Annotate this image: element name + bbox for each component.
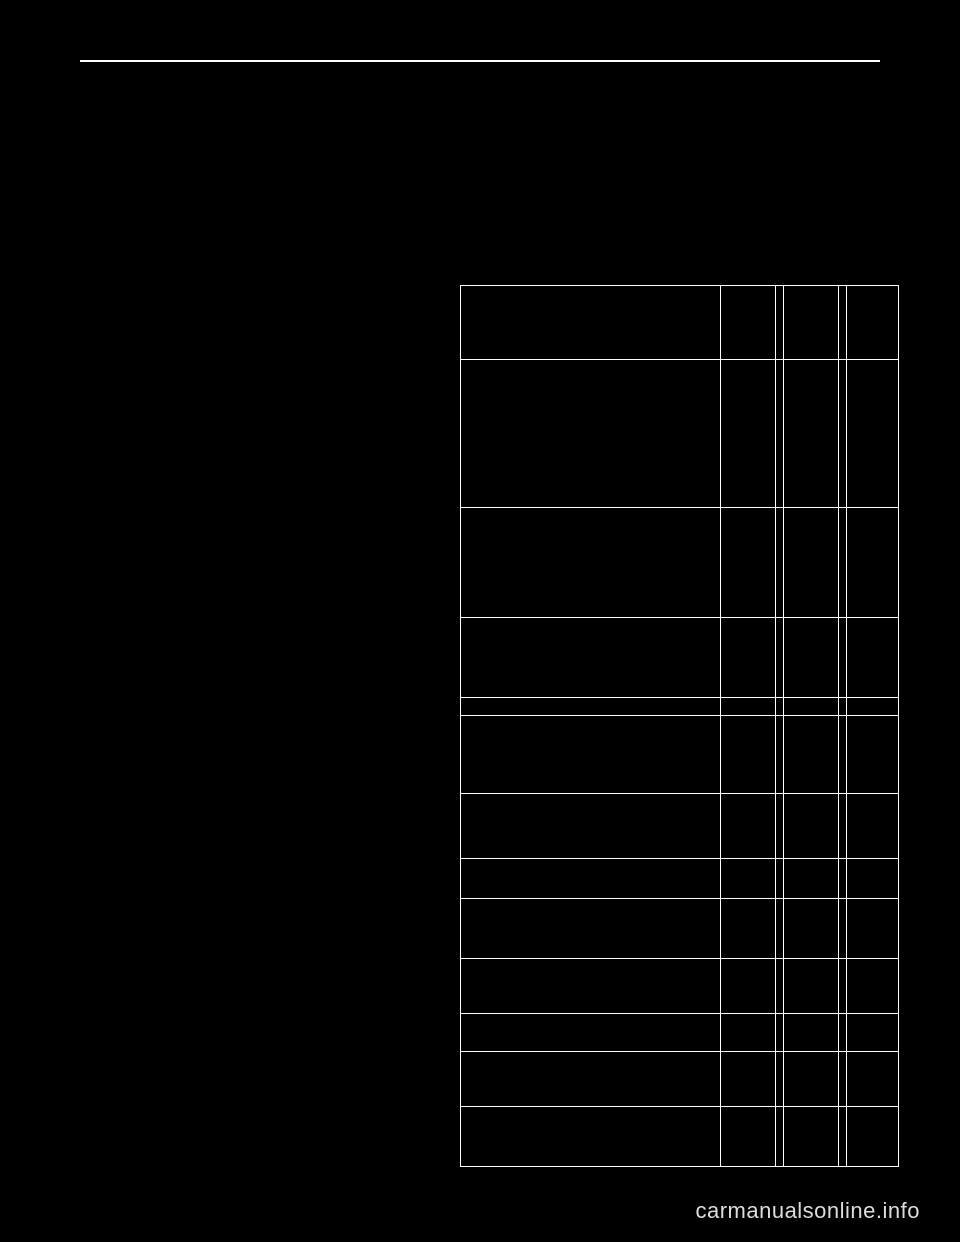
cell-desc [461, 716, 721, 794]
cell-b [784, 698, 839, 716]
cell-gap [776, 698, 784, 716]
header-rule [80, 60, 880, 62]
table-row [461, 360, 899, 508]
cell-gap [776, 899, 784, 959]
cell-gap [776, 286, 784, 360]
page: carmanualsonline.info [0, 0, 960, 1242]
cell-gap [839, 959, 847, 1014]
cell-c [847, 508, 899, 618]
table-row [461, 286, 899, 360]
cell-gap [839, 1014, 847, 1052]
cell-gap [839, 360, 847, 508]
cell-gap [776, 716, 784, 794]
cell-c [847, 1014, 899, 1052]
cell-gap [839, 716, 847, 794]
cell-desc [461, 698, 721, 716]
cell-gap [776, 508, 784, 618]
cell-c [847, 959, 899, 1014]
cell-gap [776, 959, 784, 1014]
spec-table-wrap [460, 285, 898, 1167]
table-row [461, 959, 899, 1014]
cell-gap [839, 859, 847, 899]
cell-c [847, 1107, 899, 1167]
table-row [461, 899, 899, 959]
cell-a [721, 698, 776, 716]
cell-gap [839, 508, 847, 618]
cell-gap [839, 794, 847, 859]
cell-a [721, 360, 776, 508]
cell-c [847, 360, 899, 508]
cell-gap [839, 698, 847, 716]
cell-a [721, 899, 776, 959]
cell-c [847, 698, 899, 716]
cell-gap [776, 360, 784, 508]
cell-desc [461, 618, 721, 698]
cell-c [847, 1052, 899, 1107]
cell-desc [461, 859, 721, 899]
cell-gap [776, 859, 784, 899]
cell-a [721, 716, 776, 794]
cell-b [784, 716, 839, 794]
cell-c [847, 618, 899, 698]
cell-gap [776, 1052, 784, 1107]
cell-a [721, 1014, 776, 1052]
cell-c [847, 859, 899, 899]
cell-gap [839, 899, 847, 959]
cell-desc [461, 959, 721, 1014]
table-row [461, 794, 899, 859]
cell-b [784, 1014, 839, 1052]
watermark-text: carmanualsonline.info [695, 1198, 920, 1224]
cell-gap [776, 1107, 784, 1167]
cell-b [784, 618, 839, 698]
cell-gap [776, 618, 784, 698]
table-row [461, 508, 899, 618]
table-row [461, 618, 899, 698]
cell-a [721, 286, 776, 360]
cell-a [721, 794, 776, 859]
table-row [461, 716, 899, 794]
table-row [461, 1107, 899, 1167]
cell-desc [461, 1052, 721, 1107]
cell-gap [776, 1014, 784, 1052]
cell-desc [461, 794, 721, 859]
cell-desc [461, 1014, 721, 1052]
cell-a [721, 859, 776, 899]
cell-c [847, 794, 899, 859]
cell-gap [839, 286, 847, 360]
cell-gap [839, 1107, 847, 1167]
table-row [461, 1052, 899, 1107]
cell-b [784, 959, 839, 1014]
cell-desc [461, 899, 721, 959]
cell-c [847, 716, 899, 794]
cell-a [721, 1052, 776, 1107]
cell-a [721, 618, 776, 698]
cell-a [721, 508, 776, 618]
cell-desc [461, 1107, 721, 1167]
spec-table [460, 285, 899, 1167]
cell-c [847, 899, 899, 959]
cell-b [784, 859, 839, 899]
cell-c [847, 286, 899, 360]
table-row [461, 698, 899, 716]
cell-b [784, 360, 839, 508]
cell-gap [839, 1052, 847, 1107]
cell-desc [461, 508, 721, 618]
cell-b [784, 286, 839, 360]
cell-desc [461, 286, 721, 360]
table-row [461, 859, 899, 899]
cell-a [721, 959, 776, 1014]
cell-gap [839, 618, 847, 698]
cell-gap [776, 794, 784, 859]
table-row [461, 1014, 899, 1052]
cell-desc [461, 360, 721, 508]
cell-b [784, 508, 839, 618]
cell-a [721, 1107, 776, 1167]
cell-b [784, 1107, 839, 1167]
cell-b [784, 794, 839, 859]
cell-b [784, 899, 839, 959]
cell-b [784, 1052, 839, 1107]
